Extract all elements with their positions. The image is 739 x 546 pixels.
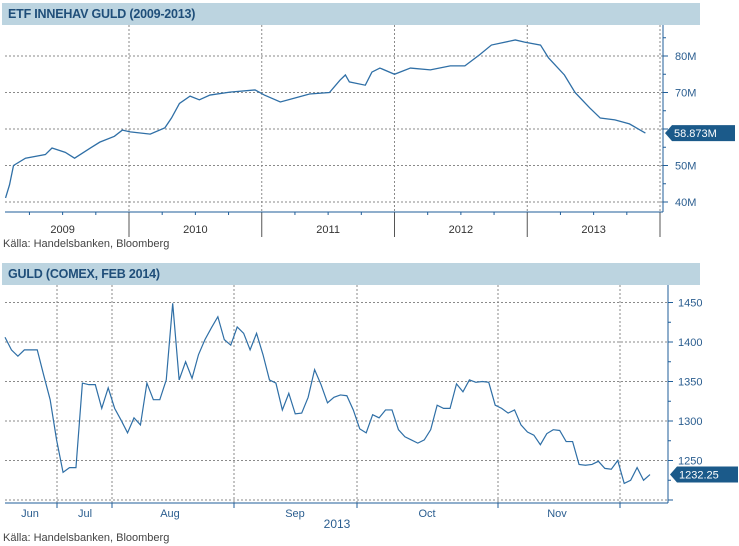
x-tick-label: Aug: [160, 508, 180, 520]
y-tick-label: 1350: [678, 377, 702, 389]
y-tick-label: 1400: [678, 337, 702, 349]
x-tick-label: 2012: [449, 224, 473, 236]
last-value-tag: [665, 125, 735, 142]
x-tick-label: Nov: [547, 508, 567, 520]
series-line: [4, 39, 646, 199]
series-line: [4, 303, 651, 485]
last-value-label: 58.873M: [674, 128, 717, 140]
x-tick-label: Jun: [21, 508, 39, 520]
x-tick-label: 2011: [316, 224, 340, 236]
x-tick-label: Sep: [285, 508, 305, 520]
chart2-source: Källa: Handelsbanken, Bloomberg: [3, 532, 170, 544]
y-tick-label: 1450: [678, 298, 702, 310]
chart1-source: Källa: Handelsbanken, Bloomberg: [3, 238, 170, 250]
chart2-title: GULD (COMEX, FEB 2014): [2, 263, 700, 285]
x-tick-label: 2009: [50, 224, 74, 236]
last-value-tag: [670, 466, 738, 483]
chart1-title: ETF INNEHAV GULD (2009-2013): [2, 3, 700, 25]
y-tick-label: 80M: [675, 51, 696, 63]
y-tick-label: 1300: [678, 416, 702, 428]
x-tick-label: Jul: [78, 508, 92, 520]
y-tick-label: 40M: [675, 197, 696, 209]
x-tick-label: 2010: [183, 224, 207, 236]
etf-holdings-chart: 40M 50M 70M 80M 2009 2010 2011 2012 2013 58.873M: [4, 25, 735, 237]
y-tick-label: 70M: [675, 88, 696, 100]
y-tick-label: 1250: [678, 456, 702, 468]
y-tick-label: 50M: [675, 161, 696, 173]
gold-price-chart: 1250 1300 1350 1400 1450 Jun Jul Aug Sep Oct Nov 20…: [4, 285, 738, 531]
x-tick-label: 2013: [581, 224, 605, 236]
x-tick-label: Oct: [418, 508, 435, 520]
x-axis-label: 2013: [324, 517, 351, 531]
last-value-label: 1232.25: [679, 470, 719, 482]
